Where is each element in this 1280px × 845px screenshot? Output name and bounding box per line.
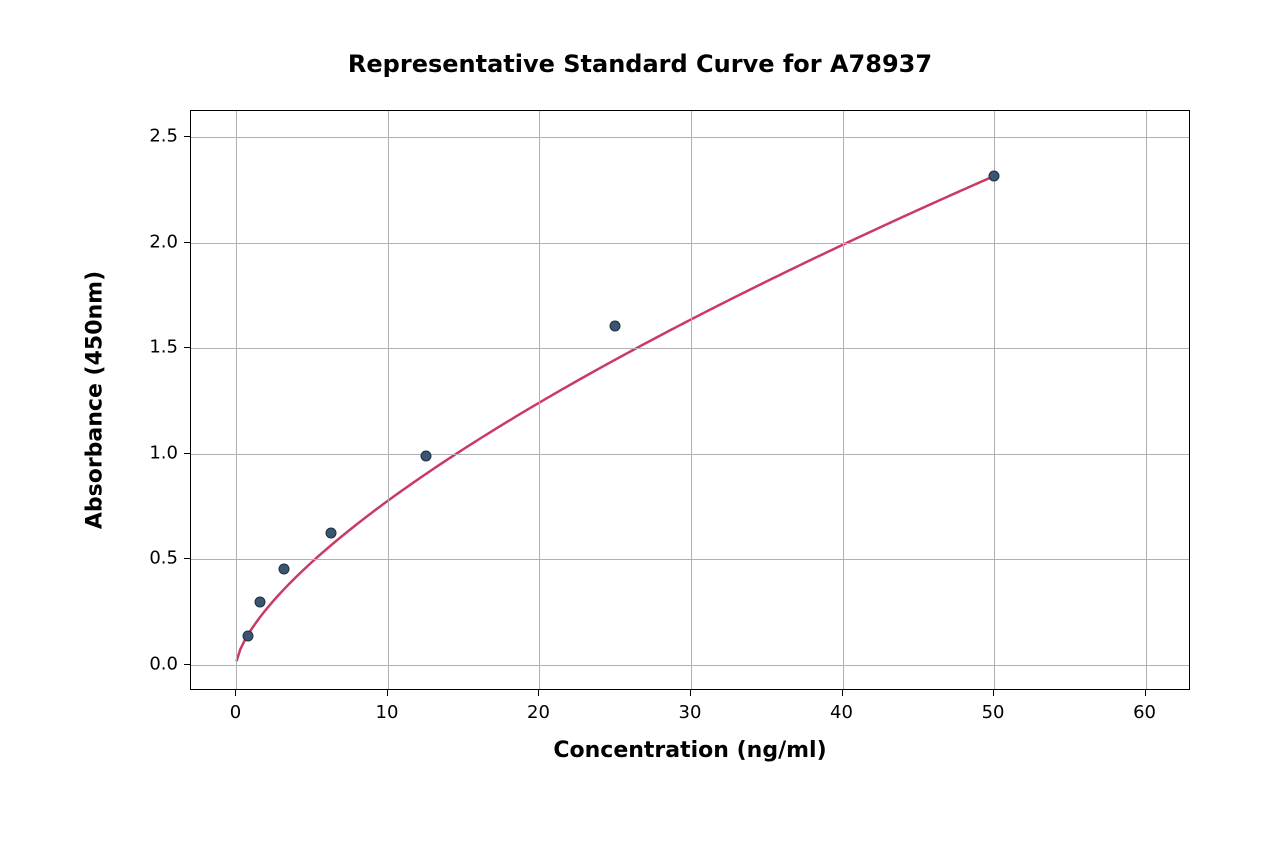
data-point [255, 597, 266, 608]
x-tick-label: 50 [982, 702, 1005, 723]
y-tick-label: 0.0 [149, 653, 178, 674]
x-tick-label: 30 [679, 702, 702, 723]
data-point [326, 527, 337, 538]
y-tick-label: 2.5 [149, 126, 178, 147]
y-tick-label: 0.5 [149, 548, 178, 569]
x-tick-label: 40 [830, 702, 853, 723]
y-tick-mark [184, 453, 190, 454]
grid-line-vertical [691, 111, 692, 689]
grid-line-horizontal [191, 243, 1189, 244]
fitted-curve-path [237, 177, 993, 662]
grid-line-horizontal [191, 137, 1189, 138]
grid-line-vertical [843, 111, 844, 689]
x-tick-mark [993, 690, 994, 696]
plot-area [190, 110, 1190, 690]
grid-line-vertical [236, 111, 237, 689]
y-tick-mark [184, 242, 190, 243]
x-tick-mark [387, 690, 388, 696]
grid-line-vertical [388, 111, 389, 689]
fitted-curve [191, 111, 1189, 689]
x-tick-mark [690, 690, 691, 696]
grid-line-horizontal [191, 348, 1189, 349]
y-tick-mark [184, 136, 190, 137]
x-tick-label: 0 [230, 702, 241, 723]
x-tick-mark [235, 690, 236, 696]
x-tick-mark [842, 690, 843, 696]
data-point [610, 321, 621, 332]
data-point [243, 631, 254, 642]
y-axis-label: Absorbance (450nm) [83, 271, 108, 529]
grid-line-horizontal [191, 665, 1189, 666]
x-tick-mark [538, 690, 539, 696]
grid-line-vertical [994, 111, 995, 689]
grid-line-vertical [539, 111, 540, 689]
y-tick-label: 1.0 [149, 442, 178, 463]
chart-title: Representative Standard Curve for A78937 [0, 50, 1280, 78]
y-tick-mark [184, 347, 190, 348]
y-tick-label: 2.0 [149, 231, 178, 252]
chart-container: Representative Standard Curve for A78937… [0, 0, 1280, 845]
grid-line-horizontal [191, 454, 1189, 455]
y-tick-label: 1.5 [149, 337, 178, 358]
x-tick-mark [1145, 690, 1146, 696]
grid-line-horizontal [191, 559, 1189, 560]
data-point [278, 563, 289, 574]
x-tick-label: 60 [1133, 702, 1156, 723]
data-point [420, 450, 431, 461]
data-point [989, 171, 1000, 182]
y-tick-mark [184, 558, 190, 559]
y-tick-mark [184, 664, 190, 665]
x-tick-label: 20 [527, 702, 550, 723]
x-axis-label: Concentration (ng/ml) [553, 738, 826, 763]
grid-line-vertical [1146, 111, 1147, 689]
x-tick-label: 10 [376, 702, 399, 723]
